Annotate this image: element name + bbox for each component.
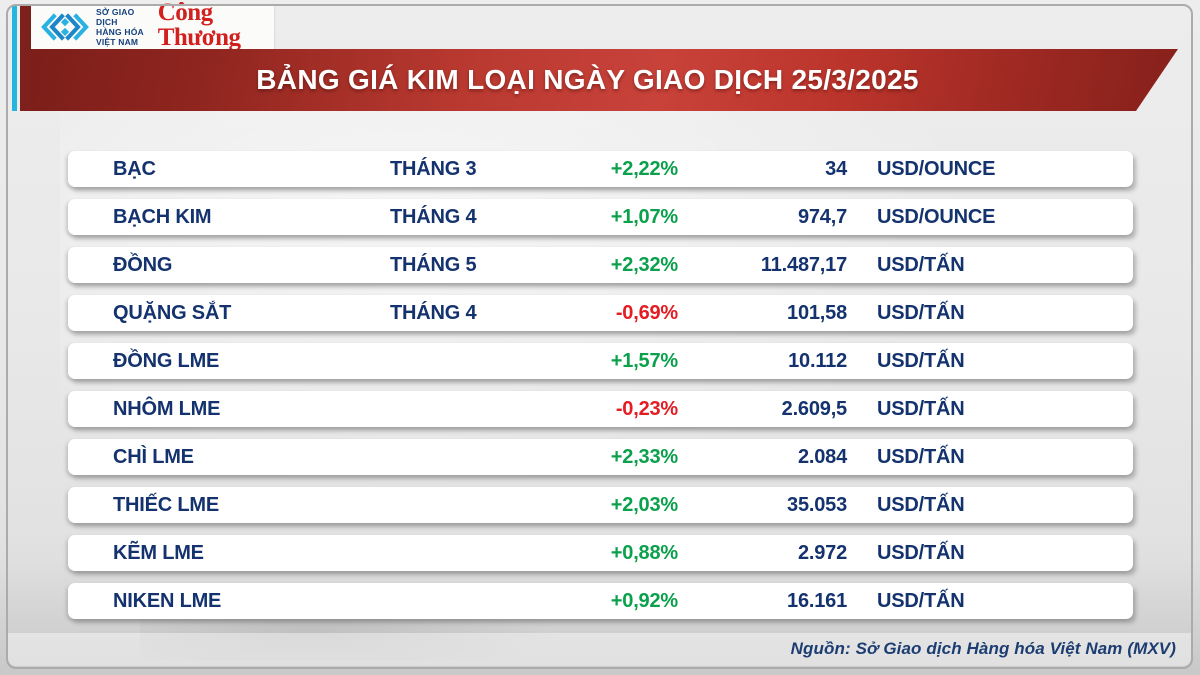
change-percent: +0,88% (610, 542, 678, 564)
contract-month: THÁNG 4 (390, 302, 477, 324)
price-unit: USD/TẤN (877, 446, 965, 468)
price-unit: USD/TẤN (877, 494, 965, 516)
metal-name: NIKEN LME (113, 590, 222, 612)
metal-name: ĐỒNG (113, 254, 173, 276)
price-unit: USD/TẤN (877, 542, 965, 564)
price-unit: USD/TẤN (877, 590, 965, 612)
price-value: 974,7 (797, 206, 847, 228)
mxv-name-line3: VIỆT NAM (96, 37, 139, 47)
contract-month: THÁNG 5 (390, 254, 477, 276)
price-unit: USD/OUNCE (877, 206, 996, 228)
price-value: 2.972 (797, 542, 847, 564)
congthuong-label: Công Thương (157, 0, 241, 51)
price-unit: USD/TẤN (877, 302, 965, 324)
price-unit: USD/TẤN (877, 350, 965, 372)
change-percent: +1,57% (610, 350, 678, 372)
table-row: BẠCH KIM THÁNG 4 +1,07% 974,7 USD/OUNCE (68, 199, 1133, 235)
table-row: QUẶNG SẮT THÁNG 4 -0,69% 101,58 USD/TẤN (68, 295, 1133, 331)
price-value: 11.487,17 (760, 254, 847, 276)
metal-name: ĐỒNG LME (113, 350, 220, 372)
price-value: 101,58 (787, 302, 847, 324)
table-row: BẠC THÁNG 3 +2,22% 34 USD/OUNCE (68, 151, 1133, 187)
source-credit: Nguồn: Sở Giao dịch Hàng hóa Việt Nam (M… (790, 639, 1176, 658)
contract-month: THÁNG 3 (390, 158, 477, 180)
metal-name: BẠCH KIM (113, 206, 212, 228)
table-row: ĐỒNG LME +1,57% 10.112 USD/TẤN (68, 343, 1133, 379)
mxv-name-line2: HÀNG HÓA (96, 27, 144, 37)
table-row: KẼM LME +0,88% 2.972 USD/TẤN (68, 535, 1133, 571)
page-title: BẢNG GIÁ KIM LOẠI NGÀY GIAO DỊCH 25/3/20… (256, 64, 919, 95)
change-percent: -0,23% (615, 398, 678, 420)
price-value: 34 (825, 158, 847, 180)
change-percent: +2,32% (610, 254, 678, 276)
change-percent: +2,03% (610, 494, 678, 516)
change-percent: +0,92% (610, 590, 678, 612)
change-percent: +2,22% (610, 158, 678, 180)
mxv-logo-icon (41, 13, 89, 41)
table-row: NHÔM LME -0,23% 2.609,5 USD/TẤN (68, 391, 1133, 427)
price-value: 2.084 (797, 446, 847, 468)
price-rows: BẠC THÁNG 3 +2,22% 34 USD/OUNCE BẠCH KIM… (68, 151, 1133, 619)
price-unit: USD/TẤN (877, 254, 965, 276)
table-row: ĐỒNG THÁNG 5 +2,32% 11.487,17 USD/TẤN (68, 247, 1133, 283)
title-banner: BẢNG GIÁ KIM LOẠI NGÀY GIAO DỊCH 25/3/20… (31, 49, 1178, 111)
table-row: NIKEN LME +0,92% 16.161 USD/TẤN (68, 583, 1133, 619)
accent-stripe-maroon (20, 5, 31, 111)
metal-name: QUẶNG SẮT (113, 302, 232, 324)
price-unit: USD/TẤN (877, 398, 965, 420)
metal-name: BẠC (113, 158, 156, 180)
accent-stripe-cyan (12, 5, 17, 111)
metal-name: KẼM LME (113, 542, 204, 564)
change-percent: +1,07% (610, 206, 678, 228)
price-unit: USD/OUNCE (877, 158, 996, 180)
mxv-name: SỞ GIAO DỊCH HÀNG HÓA VIỆT NAM (96, 7, 149, 47)
metal-name: NHÔM LME (113, 398, 221, 420)
price-value: 35.053 (787, 494, 847, 516)
logo-box: SỞ GIAO DỊCH HÀNG HÓA VIỆT NAM Công Thươ… (31, 0, 274, 54)
price-value: 16.161 (787, 590, 847, 612)
metal-name: THIẾC LME (113, 494, 219, 516)
footer-strip (8, 633, 1191, 666)
contract-month: THÁNG 4 (390, 206, 477, 228)
price-value: 2.609,5 (781, 398, 848, 420)
metal-name: CHÌ LME (113, 446, 194, 468)
change-percent: +2,33% (610, 446, 678, 468)
change-percent: -0,69% (615, 302, 678, 324)
table-row: CHÌ LME +2,33% 2.084 USD/TẤN (68, 439, 1133, 475)
table-row: THIẾC LME +2,03% 35.053 USD/TẤN (68, 487, 1133, 523)
price-value: 10.112 (788, 350, 847, 372)
congthuong-logo: Công Thương (158, 0, 274, 54)
mxv-name-line1: SỞ GIAO DỊCH (96, 7, 135, 27)
